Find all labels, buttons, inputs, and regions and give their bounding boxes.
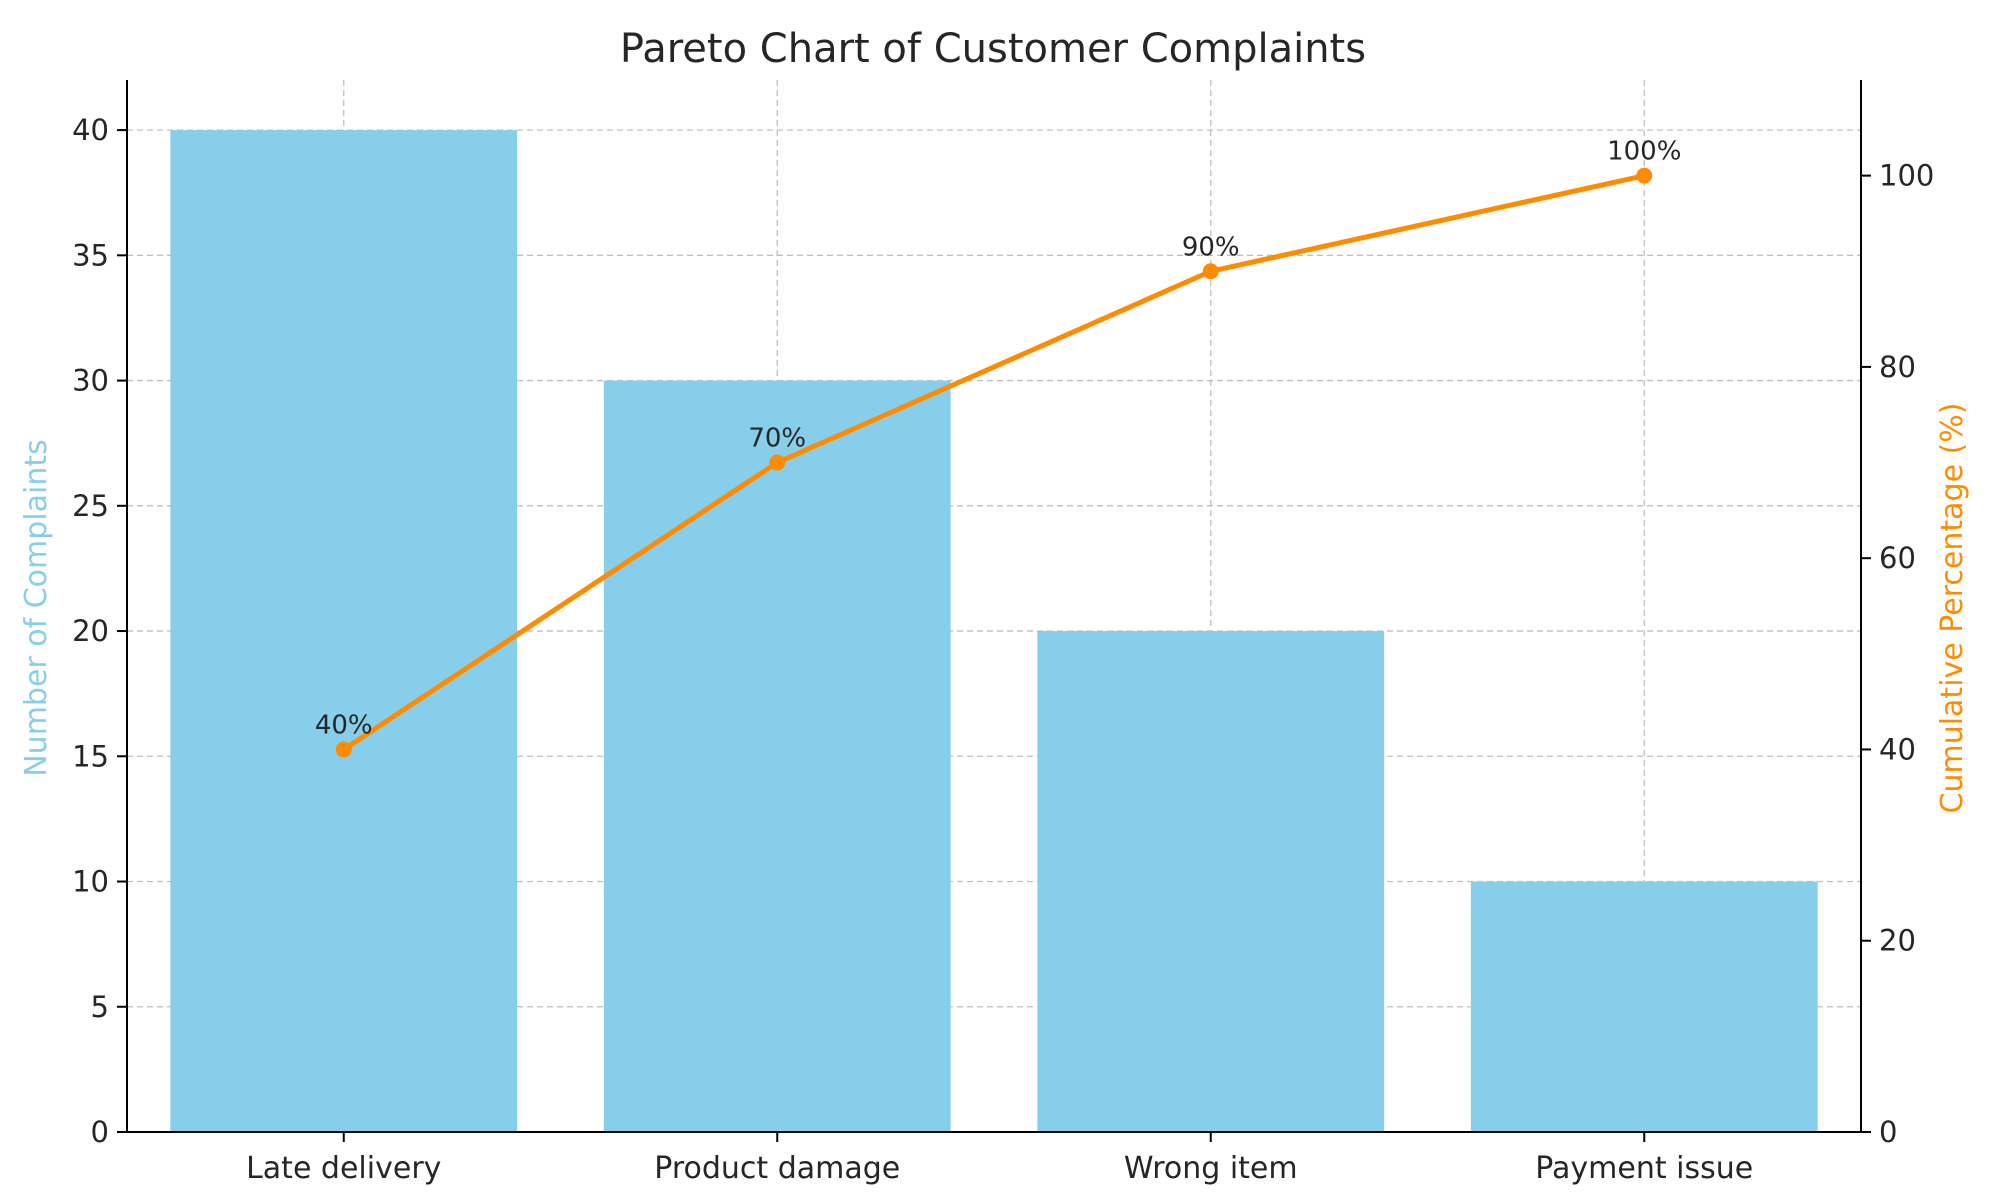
cumulative-data-label: 40% [315,710,373,740]
y-tick-label: 5 [91,990,109,1024]
bar-product-damage [603,380,951,1133]
y2-tick-label: 20 [1879,924,1916,958]
y2-tick-label: 80 [1879,350,1916,384]
y-tick-label: 40 [72,113,109,147]
axis-layer: 0 5 10 15 20 25 30 35 40 0 20 40 60 80 100 Late deliver… [72,80,1934,1186]
y2-tick-label: 0 [1879,1115,1897,1149]
x-tick-label: Product damage [654,1151,900,1186]
y-tick-label: 30 [72,364,109,398]
y-tick-label: 15 [72,739,109,773]
cumulative-percentage-line [341,173,1647,752]
y-tick-label: 25 [72,489,109,523]
bar-payment-issue [1470,881,1818,1132]
label-layer: 40% 70% 90% 100% [315,137,1682,741]
x-tick-label: Late delivery [246,1151,441,1186]
cumulative-data-label: 100% [1607,137,1681,167]
x-tick-label: Wrong item [1124,1151,1298,1186]
y2-axis-label: Cumulative Percentage (%) [1935,403,1970,814]
cumulative-point [1636,167,1653,184]
x-tick-label: Payment issue [1535,1151,1753,1186]
chart-title: Pareto Chart of Customer Complaints [620,26,1366,72]
cumulative-point [769,454,786,471]
y-axis-label: Number of Complaints [19,439,54,777]
cumulative-data-label: 90% [1182,232,1240,262]
bar-late-delivery [170,130,518,1133]
line-layer [335,167,1653,758]
y-tick-label: 20 [72,614,109,648]
bar-layer [170,130,1818,1133]
y-tick-label: 35 [72,238,109,272]
bar-wrong-item [1037,631,1385,1132]
y-tick-label: 0 [91,1115,109,1149]
cumulative-point [1202,263,1219,280]
cumulative-point [335,741,352,758]
y-tick-label: 10 [72,865,109,899]
y2-tick-label: 100 [1879,159,1934,193]
cumulative-data-label: 70% [748,424,806,454]
y2-tick-label: 40 [1879,732,1916,766]
y2-tick-label: 60 [1879,541,1916,575]
